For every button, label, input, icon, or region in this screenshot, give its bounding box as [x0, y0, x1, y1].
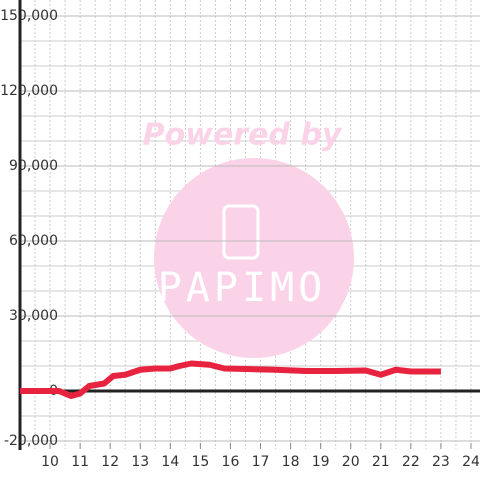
x-tick-label: 18: [282, 454, 300, 470]
watermark-icon: [222, 204, 260, 260]
watermark-text: Powered by: [143, 118, 343, 153]
x-tick-label: 14: [161, 454, 179, 470]
x-tick-label: 11: [71, 454, 89, 470]
x-tick-label: 12: [101, 454, 119, 470]
x-tick-label: 16: [222, 454, 240, 470]
x-tick-label: 10: [41, 454, 59, 470]
y-tick-label: 60,000: [9, 233, 58, 249]
x-tick-label: 24: [462, 454, 480, 470]
x-tick-label: 21: [372, 454, 390, 470]
x-tick-label: 13: [131, 454, 149, 470]
y-tick-label: 150,000: [0, 8, 58, 24]
y-tick-label: 30,000: [9, 308, 58, 324]
y-tick-label: 90,000: [9, 158, 58, 174]
watermark-brand: PAPIMO: [158, 265, 327, 311]
y-tick-label: 120,000: [0, 83, 58, 99]
x-tick-label: 22: [402, 454, 420, 470]
x-tick-label: 15: [191, 454, 209, 470]
line-series: [20, 360, 441, 399]
x-tick-label: 19: [312, 454, 330, 470]
watermark: Powered by PAPIMO: [143, 118, 354, 358]
x-tick-label: 20: [342, 454, 360, 470]
x-tick-label: 23: [432, 454, 450, 470]
y-tick-label: -20,000: [4, 433, 58, 449]
x-tick-label: 17: [252, 454, 270, 470]
